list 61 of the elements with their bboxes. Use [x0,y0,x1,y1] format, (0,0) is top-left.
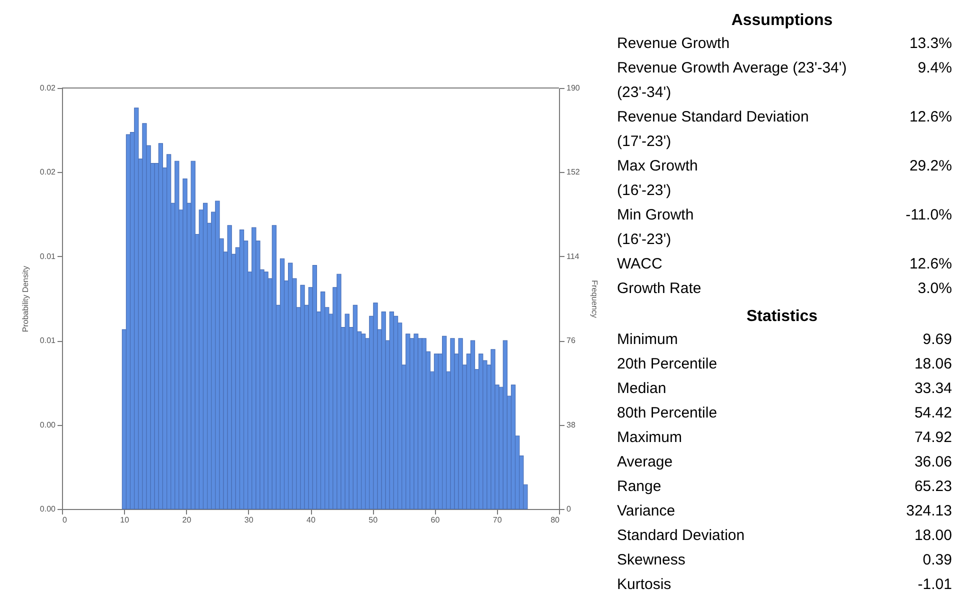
x-tick-label: 70 [492,516,502,524]
y-axis-title: Probability Density [20,266,30,332]
y-tick-label: 0.00 [40,504,56,514]
text: 33.34 [914,380,952,397]
text: -1.01 [918,576,952,593]
category-label: Kurtosis [617,576,672,593]
x-tick-label: 10 [120,516,130,524]
x-tick-label: 30 [244,516,254,524]
text: -11.0% [906,206,952,224]
category-label: WACC [617,256,662,272]
y2-tick-label: 38 [566,420,576,430]
text: 74.92 [914,429,952,446]
category-label: Min Growth (16'-23') [617,206,694,248]
text: Assumptions [731,12,833,29]
x-tick-label: 60 [430,516,440,524]
category-label: Revenue Growth [617,35,730,52]
x-tick-label: 20 [182,516,192,524]
y2-tick-label: 114 [566,252,580,261]
category-label: Revenue Growth Average (23'-34') (23'-34') [617,60,847,101]
text: 9.4% [918,60,952,76]
category-label: Maximum [617,429,682,446]
category-label: Average [617,454,673,470]
y-tick-label: 0.02 [40,168,56,177]
text: 324.13 [906,502,952,520]
y-tick-label: 0.02 [40,84,56,92]
y2-axis-title: Frequency [590,280,599,318]
text: 54.42 [914,404,952,422]
text: 18.00 [914,527,952,544]
category-label: Range [617,478,662,495]
category-label: Revenue Standard Deviation (17'-23') [617,108,809,150]
category-label: Skewness [617,552,686,568]
text: 36.06 [914,454,952,470]
y2-tick-label: 0 [566,504,572,514]
y-tick-label: 0.01 [40,252,56,261]
x-tick-label: 50 [368,516,378,524]
text: 65.23 [914,478,952,495]
category-label: 20th Percentile [617,356,718,372]
text: 12.6% [909,108,952,126]
category-label: 80th Percentile [617,404,718,422]
category-label: Variance [617,502,676,520]
category-label: Median [617,380,666,397]
y2-tick-label: 76 [566,336,576,346]
category-label: Growth Rate [617,280,702,297]
y-tick-label: 0.01 [40,336,56,346]
y2-tick-label: 190 [566,84,580,92]
category-label: Minimum [617,331,678,348]
text: 3.0% [918,280,952,297]
text: 12.6% [909,256,952,272]
text: 13.3% [909,35,952,52]
y2-tick-label: 152 [566,168,580,177]
text: 0.39 [922,552,952,568]
text: 29.2% [909,158,952,174]
text: Statistics [746,308,818,325]
y-tick-label: 0.00 [40,420,56,430]
x-tick-label: 0 [62,516,68,524]
x-tick-label: 40 [306,516,316,524]
text: 9.69 [922,331,952,348]
category-label: Max Growth (16'-23') [617,158,698,199]
x-tick-label: 80 [550,516,560,524]
text: 18.06 [914,356,952,372]
category-label: Standard Deviation [617,527,745,544]
